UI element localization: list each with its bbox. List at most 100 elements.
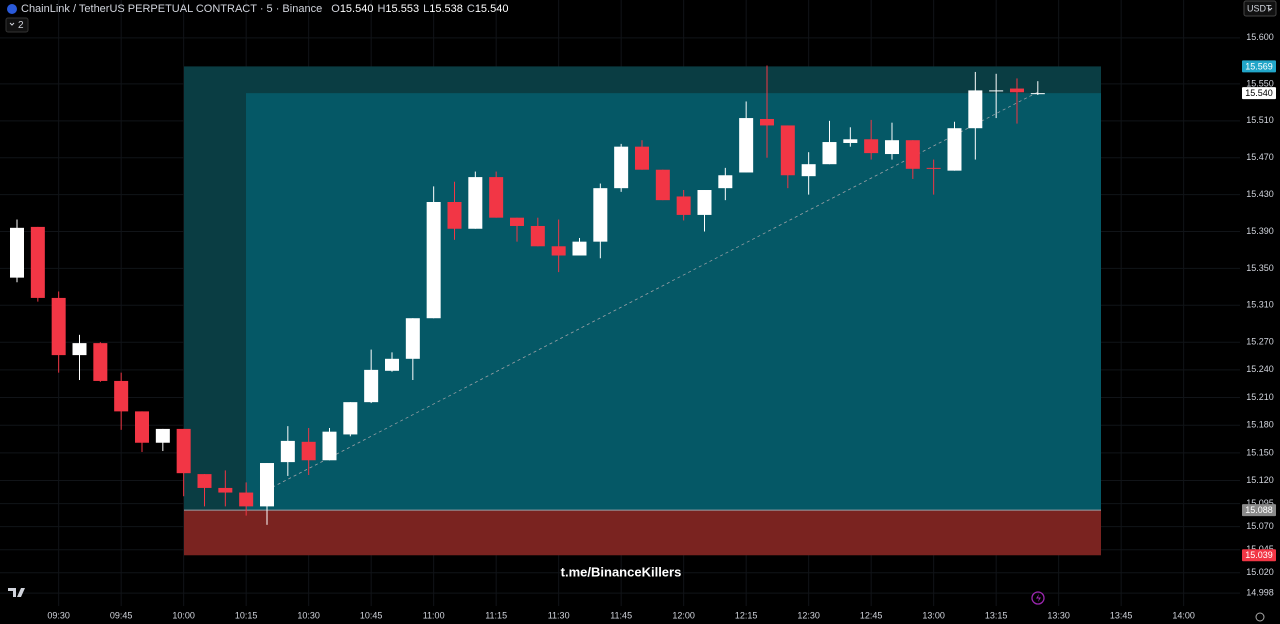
- candles: [10, 65, 1045, 525]
- x-tick-label: 09:30: [47, 610, 70, 620]
- candle-body: [780, 125, 795, 176]
- lightning-icon: [1036, 594, 1041, 602]
- price-label-bg: [1242, 87, 1276, 100]
- layout-count: 2: [18, 20, 24, 31]
- candle-body: [593, 188, 608, 242]
- price-axis: 15.600 15.550 15.510 15.470 15.430 15.390 15.3…: [1240, 0, 1280, 606]
- candle-body: [822, 142, 837, 165]
- price-label-bg: [1242, 60, 1276, 73]
- candle-body: [509, 217, 524, 226]
- tradingview-logo: [8, 588, 25, 597]
- candle-body: [572, 241, 587, 256]
- candle-body: [93, 343, 108, 381]
- candle-body: [218, 487, 233, 493]
- currency-button[interactable]: [1243, 0, 1277, 17]
- candle-body: [530, 225, 545, 247]
- x-tick-label: 13:30: [1047, 610, 1070, 620]
- x-tick-label: 12:15: [735, 610, 758, 620]
- candle-body: [301, 441, 316, 461]
- y-tick-label: 15.045: [1246, 544, 1274, 554]
- position-tool: [184, 66, 1101, 556]
- y-tick-label: 15.270: [1246, 337, 1274, 347]
- stop-zone: [184, 510, 1101, 556]
- y-tick-label: 14.998: [1246, 587, 1274, 597]
- candle-body: [676, 196, 691, 215]
- y-tick-label: 15.240: [1246, 364, 1274, 374]
- ohlc-value: 15.540: [475, 3, 509, 15]
- candle-body: [905, 140, 920, 169]
- candle-body: [280, 440, 295, 463]
- x-tick-label: 12:00: [672, 610, 695, 620]
- price-label-bg: [1242, 549, 1276, 562]
- candle-body: [864, 139, 879, 154]
- candle-body: [364, 369, 379, 403]
- x-tick-label: 10:30: [297, 610, 320, 620]
- x-tick-label: 11:45: [610, 610, 632, 620]
- ohlc-value: 15.553: [385, 3, 419, 15]
- candle-body: [739, 118, 754, 173]
- y-tick-label: 15.150: [1246, 447, 1274, 457]
- x-tick-label: 10:00: [172, 610, 195, 620]
- candle-body: [968, 90, 983, 129]
- candle-body: [197, 474, 212, 488]
- x-tick-label: 11:00: [423, 610, 445, 620]
- candle-body: [134, 411, 149, 443]
- candle-body: [634, 146, 649, 170]
- candle-body: [1030, 93, 1045, 95]
- candle-body: [405, 318, 420, 359]
- candle-body: [926, 167, 941, 169]
- candle-body: [51, 297, 66, 356]
- x-tick-label: 10:45: [360, 610, 383, 620]
- y-tick-label: 15.350: [1246, 263, 1274, 273]
- ohlc-value: 15.540: [340, 3, 374, 15]
- candle-body: [259, 463, 274, 507]
- price-label: 15.540: [1245, 88, 1273, 98]
- y-tick-label: 15.095: [1246, 498, 1274, 508]
- y-tick-label: 15.600: [1246, 32, 1274, 42]
- candle-body: [468, 177, 483, 229]
- candle-body: [697, 190, 712, 215]
- x-tick-label: 11:30: [548, 610, 570, 620]
- y-tick-label: 15.020: [1246, 567, 1274, 577]
- alert-icon[interactable]: [1031, 591, 1045, 605]
- x-tick-label: 12:45: [860, 610, 883, 620]
- candle-body: [759, 118, 774, 126]
- y-tick-label: 15.510: [1246, 115, 1274, 125]
- y-tick-label: 15.390: [1246, 226, 1274, 236]
- candle-body: [801, 164, 816, 177]
- chevron-icon: [9, 22, 15, 26]
- y-tick-label: 15.550: [1246, 78, 1274, 88]
- y-tick-label: 15.430: [1246, 189, 1274, 199]
- x-tick-label: 14:00: [1172, 610, 1195, 620]
- symbol-icon: [7, 4, 17, 14]
- y-tick-label: 15.210: [1246, 392, 1274, 402]
- currency: USDT: [1247, 3, 1272, 13]
- candle-body: [614, 146, 629, 189]
- price-label-bg: [1242, 504, 1276, 517]
- candle-body: [655, 169, 670, 201]
- filled-zone: [246, 93, 1101, 511]
- settings-icon[interactable]: [1255, 612, 1265, 622]
- ohlc-key: L: [423, 3, 429, 15]
- x-tick-label: 10:15: [235, 610, 258, 620]
- candle-body: [30, 226, 45, 298]
- candle-body: [155, 428, 170, 443]
- x-tick-label: 09:45: [110, 610, 133, 620]
- candle-body: [989, 90, 1004, 92]
- candle-body: [947, 128, 962, 171]
- ohlc-key: O: [331, 3, 340, 15]
- watermark: t.me/BinanceKillers: [561, 564, 682, 579]
- path-line: [266, 91, 1039, 491]
- header: ChainLink / TetherUS PERPETUAL CONTRACT …: [21, 3, 508, 15]
- candle-body: [239, 492, 254, 507]
- layout-button[interactable]: [5, 17, 29, 33]
- candle-body: [1009, 88, 1024, 93]
- ohlc-key: C: [467, 3, 475, 15]
- y-tick-label: 15.310: [1246, 300, 1274, 310]
- y-tick-label: 15.120: [1246, 475, 1274, 485]
- candle-body: [114, 380, 129, 412]
- price-label: 15.039: [1245, 550, 1273, 560]
- x-tick-label: 13:15: [985, 610, 1008, 620]
- candle-body: [176, 428, 191, 474]
